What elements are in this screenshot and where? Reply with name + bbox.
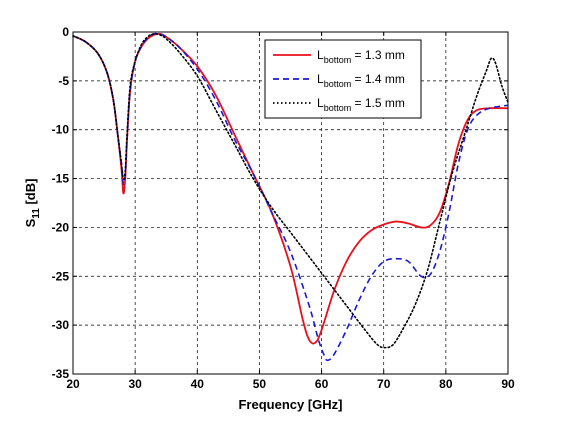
x-tick-label: 60 <box>315 377 329 391</box>
legend-label-3: Lbottom = 1.5 mm <box>317 96 405 113</box>
x-tick-label: 90 <box>501 377 515 391</box>
plot-frame <box>72 31 509 375</box>
legend-box <box>264 39 422 119</box>
legend-label-suffix: = 1.3 mm <box>351 48 405 62</box>
y-tick-label: -15 <box>52 172 70 186</box>
legend-label-prefix: L <box>317 48 324 62</box>
x-axis-label: Frequency [GHz] <box>238 397 342 412</box>
x-tick-label: 30 <box>128 377 142 391</box>
legend-label-2: Lbottom = 1.4 mm <box>317 72 405 89</box>
y-axis-label-main: S <box>23 218 38 227</box>
y-tick-label: -25 <box>52 269 70 283</box>
legend-label-prefix: L <box>317 96 324 110</box>
legend-label-subscript: bottom <box>324 79 352 89</box>
legend-label-subscript: bottom <box>324 103 352 113</box>
legend-label-subscript: bottom <box>324 55 352 65</box>
x-tick-label: 40 <box>191 377 205 391</box>
series-layer <box>72 32 509 362</box>
y-axis-label-sub: 11 <box>31 208 42 219</box>
x-tick-label: 80 <box>439 377 453 391</box>
y-tick-label: -10 <box>52 123 70 137</box>
series-line-3 <box>72 33 509 349</box>
legend-label-1: Lbottom = 1.3 mm <box>317 48 405 65</box>
y-tick-label: -30 <box>52 318 70 332</box>
y-axis-label: S11 [dB] <box>23 179 42 228</box>
y-axis-label-unit: [dB] <box>23 179 38 209</box>
y-tick-label: -20 <box>52 220 70 234</box>
x-tick-label: 50 <box>253 377 267 391</box>
y-tick-label: -5 <box>58 74 69 88</box>
y-tick-label: -35 <box>52 367 70 381</box>
legend-label-prefix: L <box>317 72 324 86</box>
axis-ticks: 20 30 40 50 60 70 80 90 -35 -30 -25 -20 -15 -10 -5 0 <box>52 25 515 391</box>
legend-label-suffix: = 1.5 mm <box>351 96 405 110</box>
x-tick-label: 20 <box>66 377 80 391</box>
x-tick-label: 70 <box>377 377 391 391</box>
legend-label-suffix: = 1.4 mm <box>351 72 405 86</box>
y-tick-label: 0 <box>62 25 69 39</box>
